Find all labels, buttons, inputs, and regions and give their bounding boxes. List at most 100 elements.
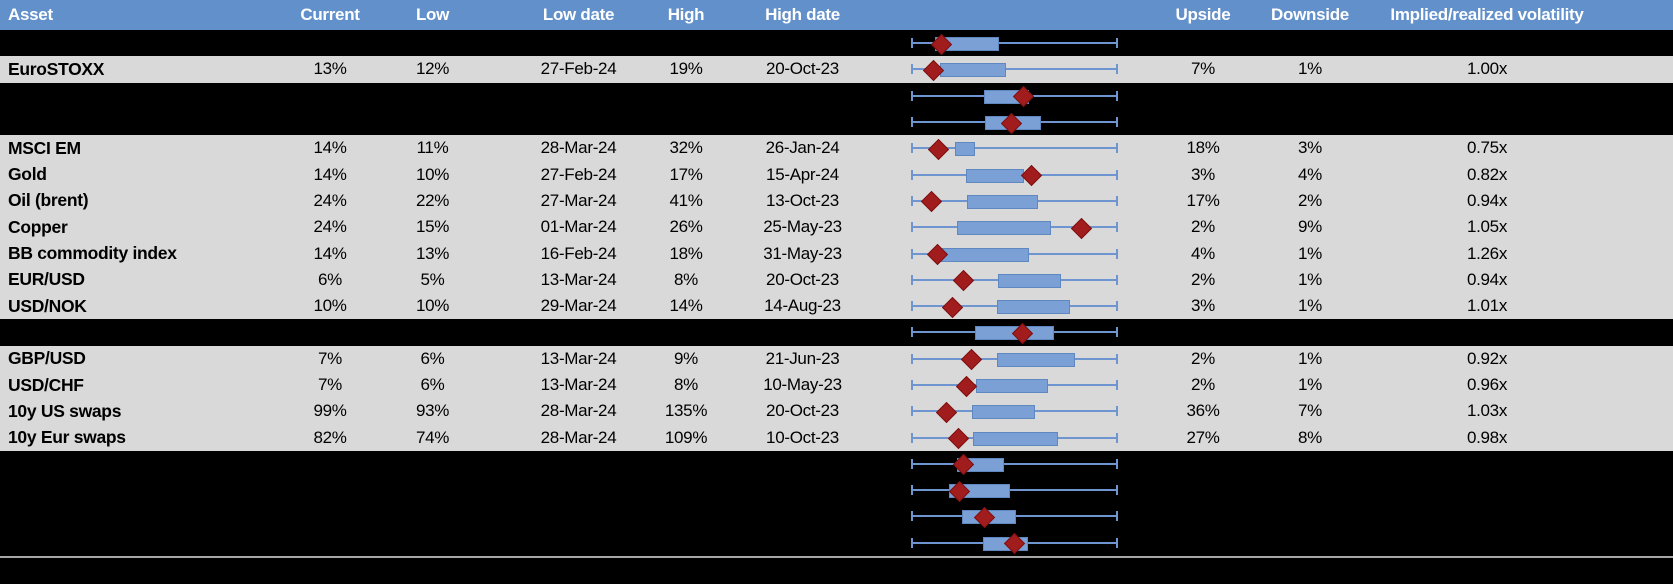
cell-current[interactable]: 14% bbox=[313, 164, 347, 184]
cell-current[interactable]: 6% bbox=[318, 269, 342, 289]
cell-high-date[interactable]: 10-Oct-23 bbox=[766, 427, 839, 447]
cell-implied[interactable]: 0.96x bbox=[1466, 375, 1508, 394]
cell-high-date[interactable]: 20-Oct-23 bbox=[766, 401, 839, 421]
cell-high[interactable]: 32% bbox=[669, 138, 703, 158]
cell-downside[interactable]: 1% bbox=[1298, 348, 1322, 368]
cell-high[interactable]: 8% bbox=[674, 269, 698, 289]
cell-current[interactable]: 7% bbox=[318, 348, 342, 368]
cell-asset[interactable]: 10y US swaps bbox=[8, 400, 122, 421]
cell-high[interactable]: 41% bbox=[669, 190, 703, 210]
column-header-high-date[interactable]: High date bbox=[765, 5, 840, 24]
cell-upside[interactable]: 2% bbox=[1191, 217, 1215, 237]
cell-low-date[interactable]: 28-Mar-24 bbox=[540, 401, 617, 421]
column-header-low-date[interactable]: Low date bbox=[542, 5, 615, 24]
cell-upside[interactable]: 3% bbox=[1191, 164, 1215, 184]
cell-downside[interactable]: 7% bbox=[1298, 401, 1322, 421]
cell-downside[interactable]: 1% bbox=[1298, 243, 1322, 263]
cell-high[interactable]: 26% bbox=[669, 217, 703, 237]
cell-high-date[interactable]: 15-Apr-24 bbox=[766, 164, 839, 184]
cell-high-date[interactable]: 26-Jan-24 bbox=[765, 138, 840, 158]
cell-high-date[interactable]: 14-Aug-23 bbox=[764, 296, 841, 316]
cell-high-date[interactable]: 31-May-23 bbox=[763, 243, 842, 263]
cell-low-date[interactable]: 13-Mar-24 bbox=[540, 375, 617, 394]
cell-high[interactable]: 14% bbox=[669, 296, 703, 316]
cell-low-date[interactable]: 29-Mar-24 bbox=[540, 296, 617, 316]
cell-low[interactable]: 6% bbox=[420, 348, 445, 368]
cell-low-date[interactable]: 27-Feb-24 bbox=[540, 59, 617, 79]
cell-current[interactable]: 24% bbox=[313, 190, 347, 210]
cell-high[interactable]: 17% bbox=[669, 164, 703, 184]
cell-downside[interactable]: 1% bbox=[1298, 296, 1322, 316]
cell-implied[interactable]: 0.75x bbox=[1466, 138, 1508, 158]
cell-upside[interactable]: 2% bbox=[1191, 348, 1215, 368]
cell-low-date[interactable]: 13-Mar-24 bbox=[540, 269, 617, 289]
cell-low-date[interactable]: 01-Mar-24 bbox=[540, 217, 617, 237]
column-header-low[interactable]: Low bbox=[415, 5, 450, 24]
cell-asset[interactable]: Copper bbox=[8, 216, 68, 237]
cell-current[interactable]: 10% bbox=[313, 296, 347, 316]
column-header-upside[interactable]: Upside bbox=[1175, 5, 1231, 24]
cell-implied[interactable]: 1.00x bbox=[1466, 59, 1508, 79]
cell-high[interactable]: 8% bbox=[674, 375, 698, 394]
column-header-high[interactable]: High bbox=[667, 5, 705, 24]
cell-implied[interactable]: 1.03x bbox=[1466, 401, 1508, 421]
cell-downside[interactable]: 8% bbox=[1298, 427, 1322, 447]
cell-low-date[interactable]: 28-Mar-24 bbox=[540, 138, 617, 158]
cell-high[interactable]: 109% bbox=[664, 427, 708, 447]
cell-high-date[interactable]: 25-May-23 bbox=[763, 217, 842, 237]
cell-implied[interactable]: 0.82x bbox=[1466, 164, 1508, 184]
cell-current[interactable]: 24% bbox=[313, 217, 347, 237]
cell-upside[interactable]: 17% bbox=[1186, 190, 1220, 210]
cell-upside[interactable]: 27% bbox=[1186, 427, 1220, 447]
cell-low[interactable]: 10% bbox=[415, 164, 450, 184]
cell-asset[interactable]: Oil (brent) bbox=[8, 190, 89, 211]
cell-asset[interactable]: EUR/USD bbox=[8, 269, 85, 290]
cell-high-date[interactable]: 13-Oct-23 bbox=[766, 190, 839, 210]
cell-implied[interactable]: 0.94x bbox=[1466, 269, 1508, 289]
cell-high[interactable]: 135% bbox=[664, 401, 708, 421]
cell-low[interactable]: 13% bbox=[415, 243, 450, 263]
cell-implied[interactable]: 1.05x bbox=[1466, 217, 1508, 237]
cell-low[interactable]: 5% bbox=[420, 269, 445, 289]
cell-asset[interactable]: EuroSTOXX bbox=[8, 58, 105, 79]
cell-downside[interactable]: 9% bbox=[1298, 217, 1322, 237]
cell-high[interactable]: 18% bbox=[669, 243, 703, 263]
cell-asset[interactable]: USD/CHF bbox=[8, 374, 84, 395]
cell-upside[interactable]: 2% bbox=[1191, 375, 1215, 394]
column-header-downside[interactable]: Downside bbox=[1271, 5, 1349, 24]
cell-asset[interactable]: USD/NOK bbox=[8, 295, 87, 316]
cell-low[interactable]: 93% bbox=[415, 401, 450, 421]
cell-low-date[interactable]: 16-Feb-24 bbox=[540, 243, 617, 263]
cell-downside[interactable]: 3% bbox=[1298, 138, 1322, 158]
cell-low[interactable]: 22% bbox=[415, 190, 450, 210]
cell-implied[interactable]: 1.26x bbox=[1466, 243, 1508, 263]
cell-upside[interactable]: 18% bbox=[1186, 138, 1220, 158]
cell-low[interactable]: 10% bbox=[415, 296, 450, 316]
cell-downside[interactable]: 1% bbox=[1298, 59, 1322, 79]
cell-upside[interactable]: 4% bbox=[1191, 243, 1215, 263]
cell-low-date[interactable]: 13-Mar-24 bbox=[540, 348, 617, 368]
cell-downside[interactable]: 1% bbox=[1298, 269, 1322, 289]
cell-upside[interactable]: 7% bbox=[1191, 59, 1215, 79]
cell-current[interactable]: 14% bbox=[313, 243, 347, 263]
cell-high-date[interactable]: 20-Oct-23 bbox=[766, 59, 839, 79]
cell-current[interactable]: 13% bbox=[313, 59, 347, 79]
cell-asset[interactable]: Gold bbox=[8, 164, 47, 185]
cell-current[interactable]: 7% bbox=[318, 375, 342, 394]
column-header-asset[interactable]: Asset bbox=[8, 5, 53, 24]
cell-asset[interactable]: BB commodity index bbox=[8, 243, 177, 264]
cell-low[interactable]: 74% bbox=[415, 427, 450, 447]
cell-high[interactable]: 19% bbox=[669, 59, 703, 79]
cell-low[interactable]: 15% bbox=[415, 217, 450, 237]
cell-implied[interactable]: 0.94x bbox=[1466, 190, 1508, 210]
cell-downside[interactable]: 1% bbox=[1298, 375, 1322, 394]
cell-implied[interactable]: 1.01x bbox=[1466, 296, 1508, 316]
cell-high-date[interactable]: 10-May-23 bbox=[763, 375, 842, 394]
cell-current[interactable]: 82% bbox=[313, 427, 347, 447]
cell-high-date[interactable]: 21-Jun-23 bbox=[765, 348, 840, 368]
cell-downside[interactable]: 2% bbox=[1298, 190, 1322, 210]
column-header-implied-realized-volatility[interactable]: Implied/realized volatility bbox=[1390, 5, 1584, 24]
cell-low-date[interactable]: 27-Mar-24 bbox=[540, 190, 617, 210]
cell-upside[interactable]: 2% bbox=[1191, 269, 1215, 289]
cell-implied[interactable]: 0.98x bbox=[1466, 427, 1508, 447]
